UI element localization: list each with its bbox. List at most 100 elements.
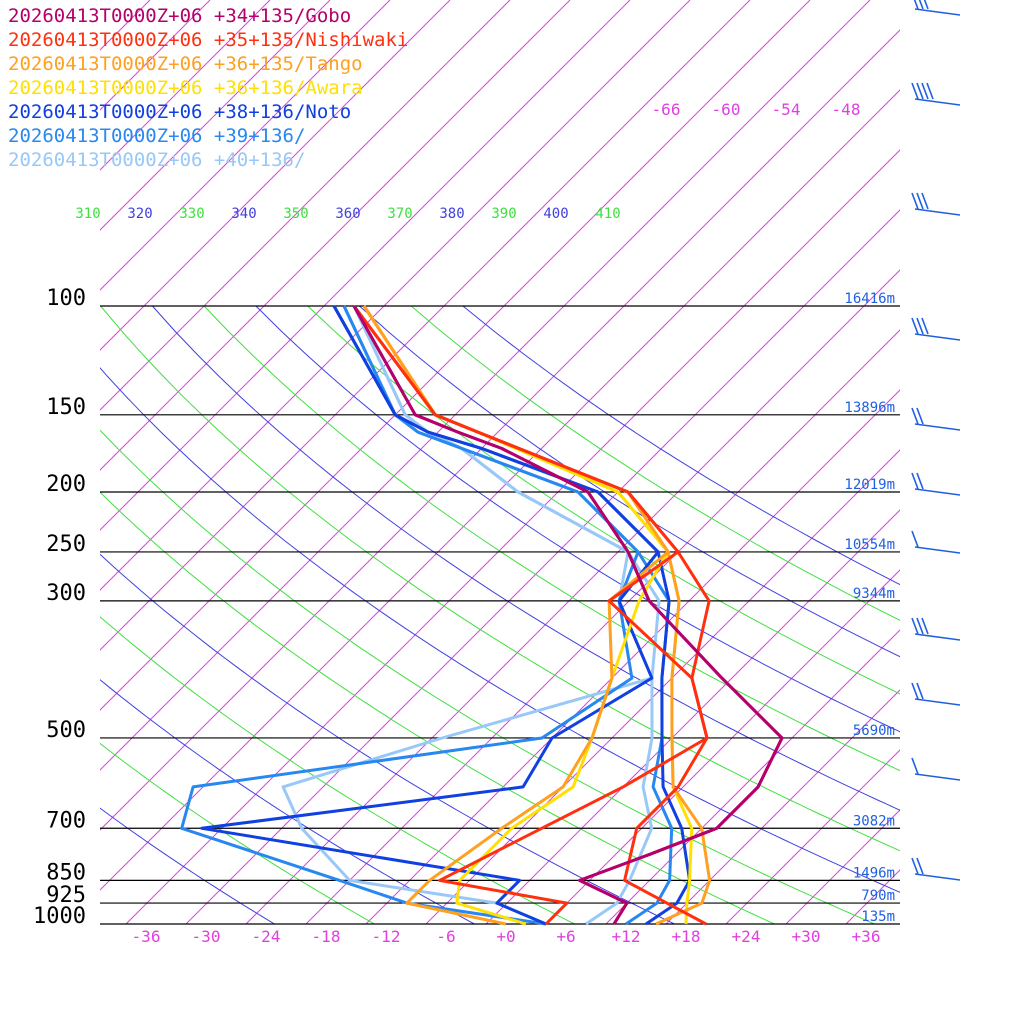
wind-barb <box>911 317 961 341</box>
wind-barb <box>911 472 961 496</box>
height-label: 5690m <box>853 723 895 739</box>
theta-label: 350 <box>283 206 308 222</box>
x-tick-label: +0 <box>496 927 515 946</box>
isotherm-line <box>125 149 900 924</box>
adiabat-line <box>462 305 900 586</box>
temperature-line <box>352 305 711 926</box>
sounding-series <box>180 305 784 926</box>
pressure-label: 250 <box>46 532 86 557</box>
x-tick-label: +36 <box>852 927 881 946</box>
dewpoint-line <box>200 305 660 926</box>
wind-barb <box>911 530 961 554</box>
adiabat-line <box>100 491 776 924</box>
legend-entry: 20260413T0000Z+06 +36+136/Awara <box>8 77 363 99</box>
isotherm-line <box>966 0 1024 924</box>
temperature-line <box>352 305 784 925</box>
dewpoint-line <box>352 305 784 925</box>
legend-entry: 20260413T0000Z+06 +36+135/Tango <box>8 53 363 75</box>
isotherm-line <box>545 569 900 924</box>
pressure-label: 500 <box>46 718 86 743</box>
pressure-label: 925 <box>46 883 86 908</box>
isotherm-line <box>365 389 900 924</box>
pressure-label: 100 <box>46 286 86 311</box>
height-label: 12019m <box>844 477 895 493</box>
height-label: 3082m <box>853 813 895 829</box>
theta-label: 410 <box>595 206 620 222</box>
wind-barbs <box>911 0 961 881</box>
theta-label: 340 <box>231 206 256 222</box>
legend-entry: 20260413T0000Z+06 +34+135/Gobo <box>8 5 352 27</box>
legend-entry: 20260413T0000Z+06 +40+136/ <box>8 149 306 171</box>
isotherm-label: -66 <box>652 100 681 119</box>
pressure-label: 700 <box>46 808 86 833</box>
theta-label: 330 <box>179 206 204 222</box>
height-label: 16416m <box>844 291 895 307</box>
adiabat-line <box>359 305 900 658</box>
theta-label: 360 <box>335 206 360 222</box>
isotherm-line <box>100 0 871 771</box>
x-tick-label: +30 <box>792 927 821 946</box>
isotherm-label: -60 <box>712 100 741 119</box>
pressure-label: 1000 <box>33 904 86 929</box>
theta-label: 310 <box>75 206 100 222</box>
x-tick-label: -12 <box>372 927 401 946</box>
isotherm-line <box>100 0 331 231</box>
adiabat-line <box>100 807 276 924</box>
isotherm-line <box>100 0 751 651</box>
isotherm-line <box>100 0 451 351</box>
x-tick-labels: -36 -30 -24 -18 -12 -6 +0 +6 +12 +18 +24 +30 +36 <box>132 927 881 946</box>
theta-labels: 310 320 330 340 350 360 370 380 390 400 410 <box>75 206 620 222</box>
wind-barb <box>911 757 961 781</box>
wind-barb <box>913 0 961 16</box>
adiabat-line <box>100 742 376 924</box>
isotherm-line <box>100 0 631 531</box>
height-label: 9344m <box>853 586 895 602</box>
isotherm-line <box>100 0 691 591</box>
wind-barb <box>911 407 961 431</box>
legend: 20260413T0000Z+06 +34+135/Gobo 20260413T… <box>8 4 408 172</box>
temperature-line <box>332 305 692 926</box>
height-label: 10554m <box>844 537 895 553</box>
x-tick-label: +24 <box>732 927 761 946</box>
isotherm-line <box>245 269 900 924</box>
pressure-label: 150 <box>46 395 86 420</box>
height-label: 135m <box>861 909 895 925</box>
isotherm-line <box>785 809 900 924</box>
isotherm-label: -48 <box>832 100 861 119</box>
pressure-label: 200 <box>46 472 86 497</box>
isotherm-line <box>100 0 271 171</box>
x-tick-label: -6 <box>436 927 455 946</box>
x-tick-label: -36 <box>132 927 161 946</box>
wind-barb <box>911 82 961 106</box>
adiabat-line <box>152 305 900 811</box>
isotherm-line <box>725 749 900 924</box>
x-tick-label: -18 <box>312 927 341 946</box>
isotherm-line <box>845 869 900 924</box>
adiabat-line <box>203 305 900 772</box>
isotherm-line <box>100 0 511 411</box>
x-tick-label: -30 <box>192 927 221 946</box>
height-labels: 16416m 13896m 12019m 10554m 9344m 5690m 3082m 1… <box>844 291 895 925</box>
adiabat-line <box>100 553 676 924</box>
x-tick-label: +18 <box>672 927 701 946</box>
isotherm-line <box>906 0 1024 924</box>
isotherm-line <box>100 29 900 831</box>
x-tick-label: +12 <box>612 927 641 946</box>
temperature-line <box>352 305 661 926</box>
wind-barb <box>911 857 961 881</box>
isotherm-line <box>665 689 900 924</box>
adiabat-line <box>100 616 576 924</box>
wind-barb <box>911 682 961 706</box>
theta-label: 320 <box>127 206 152 222</box>
legend-entry: 20260413T0000Z+06 +35+135/Nishiwaki <box>8 29 409 51</box>
theta-label: 390 <box>491 206 516 222</box>
x-tick-label: +6 <box>556 927 575 946</box>
wind-barb <box>911 617 961 641</box>
isotherm-line <box>100 0 391 291</box>
pressure-label: 300 <box>46 581 86 606</box>
height-label: 790m <box>861 888 895 904</box>
x-tick-label: -24 <box>252 927 281 946</box>
isotherm-line <box>305 329 900 924</box>
